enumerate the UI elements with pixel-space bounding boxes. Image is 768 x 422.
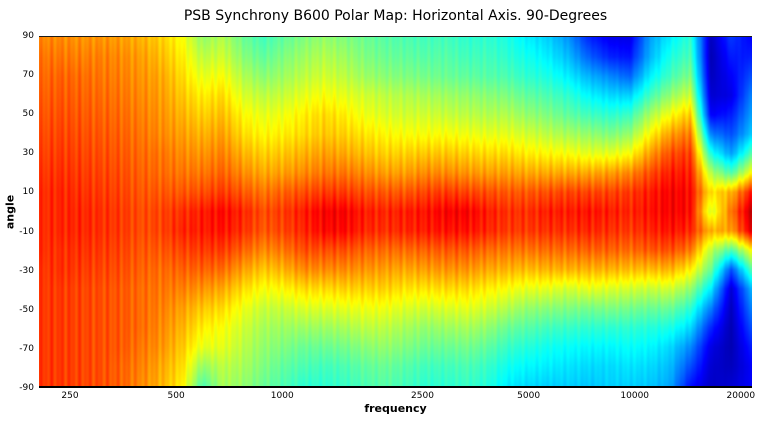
y-tick-label: 70 <box>22 70 34 81</box>
x-tick-label: 20000 <box>726 391 756 401</box>
y-tick-label: 30 <box>22 148 34 159</box>
y-tick-label: -30 <box>19 265 34 276</box>
x-tick-label: 500 <box>167 391 185 401</box>
x-tick-label: 250 <box>61 391 79 401</box>
x-tick-label: 1000 <box>270 391 294 401</box>
y-tick-label: 10 <box>22 187 34 198</box>
x-axis-label: frequency <box>364 402 427 415</box>
heatmap-canvas <box>39 37 752 386</box>
x-tick-label: 10000 <box>620 391 650 401</box>
y-tick-label: 50 <box>22 109 34 120</box>
y-tick-label: -10 <box>19 226 34 237</box>
heatmap-plot-area <box>39 36 752 388</box>
chart-title: PSB Synchrony B600 Polar Map: Horizontal… <box>183 8 608 24</box>
x-tick-label: 2500 <box>411 391 434 401</box>
y-tick-label: 90 <box>22 31 34 41</box>
x-tick-label: 5000 <box>517 391 541 401</box>
y-tick-label: -70 <box>19 343 34 354</box>
y-axis-label: angle <box>3 194 17 230</box>
y-tick-label: -90 <box>19 383 34 393</box>
y-tick-label: -50 <box>19 304 34 315</box>
